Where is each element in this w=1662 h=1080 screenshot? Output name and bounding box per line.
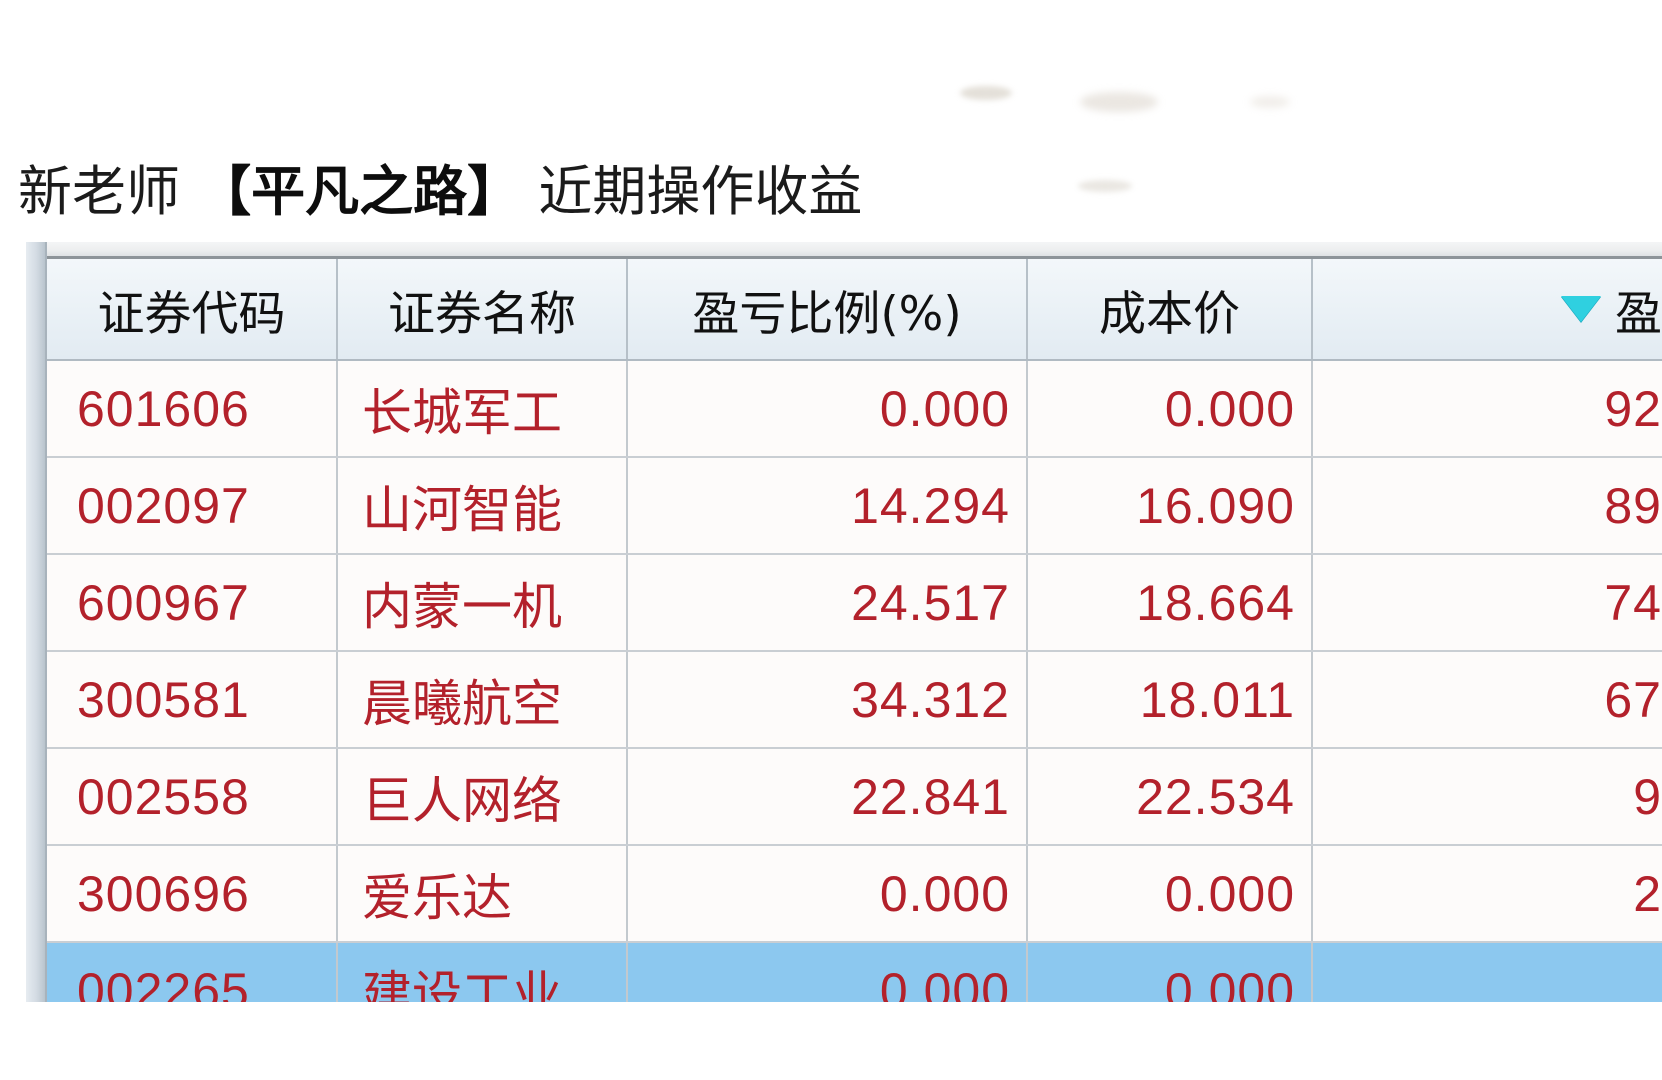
table-row[interactable]: 300696 爱乐达 0.000 0.000 2 <box>47 845 1662 943</box>
cell-name: 长城军工 <box>337 360 628 458</box>
column-header-code[interactable]: 证券代码 <box>47 259 338 361</box>
table-body: 601606 长城军工 0.000 0.000 92 002097 山河智能 1… <box>47 360 1662 1002</box>
cell-ratio: 0.000 <box>627 360 1028 458</box>
cell-cost: 22.534 <box>1027 748 1313 846</box>
page-title: 新老师 【平凡之路】 近期操作收益 <box>18 160 1418 224</box>
cell-ratio: 0.000 <box>627 942 1028 1002</box>
column-header-profit-loss[interactable]: 盈 <box>1312 259 1662 361</box>
page-title-suffix: 近期操作收益 <box>521 160 863 223</box>
table-row-selected[interactable]: 002265 建设工业 0.000 0.000 <box>47 942 1662 1002</box>
holdings-table-container: 证券代码 证券名称 盈亏比例(%) 成本价 盈 601606 长城军工 <box>26 242 1662 1002</box>
table-header-row: 证券代码 证券名称 盈亏比例(%) 成本价 盈 <box>47 259 1662 361</box>
cell-name: 内蒙一机 <box>337 554 628 652</box>
table-row[interactable]: 600967 内蒙一机 24.517 18.664 74 <box>47 554 1662 652</box>
cell-ratio: 22.841 <box>627 748 1028 846</box>
column-header-cost[interactable]: 成本价 <box>1027 259 1313 361</box>
scan-smudge <box>960 86 1012 100</box>
table-top-border <box>26 256 1662 259</box>
cell-profit-loss: 2 <box>1312 845 1662 943</box>
cell-ratio: 14.294 <box>627 457 1028 555</box>
cell-code: 300581 <box>47 651 338 749</box>
cell-ratio: 24.517 <box>627 554 1028 652</box>
cell-profit-loss: 74 <box>1312 554 1662 652</box>
table-row[interactable]: 601606 长城军工 0.000 0.000 92 <box>47 360 1662 458</box>
scan-smudge <box>1250 96 1290 108</box>
cell-profit-loss <box>1312 942 1662 1002</box>
column-header-profit-loss-label: 盈 <box>1615 286 1662 342</box>
cell-code: 002558 <box>47 748 338 846</box>
column-header-name[interactable]: 证券名称 <box>337 259 628 361</box>
scan-smudge <box>1080 92 1158 112</box>
sort-descending-caret-icon[interactable] <box>1561 296 1601 322</box>
cell-code: 002097 <box>47 457 338 555</box>
cell-profit-loss: 89 <box>1312 457 1662 555</box>
cell-cost: 18.011 <box>1027 651 1313 749</box>
table-top-strip <box>26 242 1662 256</box>
holdings-grid: 证券代码 证券名称 盈亏比例(%) 成本价 盈 601606 长城军工 <box>47 259 1662 1002</box>
holdings-table: 证券代码 证券名称 盈亏比例(%) 成本价 盈 601606 长城军工 <box>47 259 1662 1002</box>
page-title-prefix: 新老师 <box>18 160 198 223</box>
cell-cost: 0.000 <box>1027 942 1313 1002</box>
table-row[interactable]: 002097 山河智能 14.294 16.090 89 <box>47 457 1662 555</box>
cell-cost: 0.000 <box>1027 845 1313 943</box>
screenshot-bottom-crop <box>0 1008 1662 1080</box>
page-title-bracketed: 【平凡之路】 <box>197 160 522 223</box>
cell-profit-loss: 9 <box>1312 748 1662 846</box>
cell-name: 爱乐达 <box>337 845 628 943</box>
cell-profit-loss: 92 <box>1312 360 1662 458</box>
cell-profit-loss: 67 <box>1312 651 1662 749</box>
row-selector-gutter[interactable] <box>26 242 47 1002</box>
table-header: 证券代码 证券名称 盈亏比例(%) 成本价 盈 <box>47 259 1662 361</box>
cell-cost: 18.664 <box>1027 554 1313 652</box>
cell-name: 晨曦航空 <box>337 651 628 749</box>
column-header-ratio[interactable]: 盈亏比例(%) <box>627 259 1028 361</box>
cell-name: 巨人网络 <box>337 748 628 846</box>
cell-code: 300696 <box>47 845 338 943</box>
cell-code: 002265 <box>47 942 338 1002</box>
cell-name: 山河智能 <box>337 457 628 555</box>
cell-cost: 16.090 <box>1027 457 1313 555</box>
cell-code: 600967 <box>47 554 338 652</box>
cell-code: 601606 <box>47 360 338 458</box>
cell-ratio: 0.000 <box>627 845 1028 943</box>
table-row[interactable]: 002558 巨人网络 22.841 22.534 9 <box>47 748 1662 846</box>
cell-name: 建设工业 <box>337 942 628 1002</box>
table-row[interactable]: 300581 晨曦航空 34.312 18.011 67 <box>47 651 1662 749</box>
cell-ratio: 34.312 <box>627 651 1028 749</box>
cell-cost: 0.000 <box>1027 360 1313 458</box>
